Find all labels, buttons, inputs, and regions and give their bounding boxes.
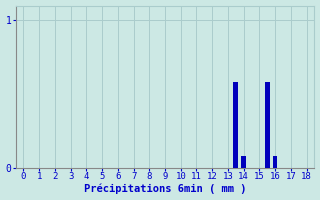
Bar [273, 156, 277, 168]
Bar [241, 156, 246, 168]
Bar [265, 82, 270, 168]
Bar [234, 82, 238, 168]
X-axis label: Précipitations 6min ( mm ): Précipitations 6min ( mm ) [84, 184, 246, 194]
